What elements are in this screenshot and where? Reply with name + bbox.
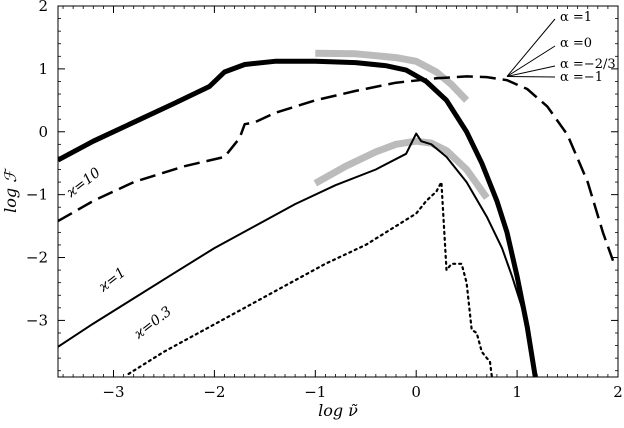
series-line-5 [313, 137, 490, 200]
x-tick-label: 0 [411, 383, 421, 401]
legend-entry-3: α =−1 [560, 70, 603, 85]
x-tick-label: −3 [102, 383, 124, 401]
legend-entry-0: α =1 [560, 10, 592, 25]
x-axis-title: log ν̃ [318, 401, 358, 420]
legend-group: α =1 α =0 α =−2/3α =−1 [506, 10, 616, 85]
curve-annotation-1: ϰ=1 [95, 265, 129, 296]
y-tick-label: −3 [26, 311, 48, 329]
y-tick-label: −1 [26, 186, 48, 204]
legend-leader-line [507, 75, 556, 78]
y-tick-label: 1 [38, 60, 48, 78]
legend-leader-line [506, 18, 556, 77]
curve-annotation-0: ϰ=10 [63, 165, 104, 202]
y-tick-label: 2 [38, 0, 48, 15]
series-group [58, 49, 615, 377]
curve-annotation-2: ϰ=0.3 [131, 303, 175, 343]
plot-frame [57, 5, 619, 378]
y-tick-label: −2 [26, 249, 48, 267]
legend-entry-1: α =0 [560, 36, 592, 51]
legend-entry-2: α =−2/3 [560, 57, 616, 72]
series-line-3 [127, 181, 493, 377]
legend-leader-line [506, 45, 556, 77]
series-line-2 [58, 132, 537, 377]
annotations-group: ϰ=10 ϰ=1ϰ=0.3 [63, 165, 175, 343]
x-tick-label: −1 [304, 383, 326, 401]
series-line-1 [58, 75, 615, 262]
y-tick-label: 0 [38, 123, 48, 141]
legend-leader-line [506, 65, 556, 77]
series-line-0 [58, 58, 538, 377]
x-tick-label: 2 [613, 383, 623, 401]
axes-group: −3 −2 −1 0 1 2 −3 −2 −1 0 1 2 log ν̃ log ℱ [1, 0, 623, 420]
y-axis-title: log ℱ [1, 167, 20, 213]
x-tick-label: −2 [203, 383, 225, 401]
x-tick-label: 1 [512, 383, 522, 401]
series-line-4 [315, 49, 470, 103]
